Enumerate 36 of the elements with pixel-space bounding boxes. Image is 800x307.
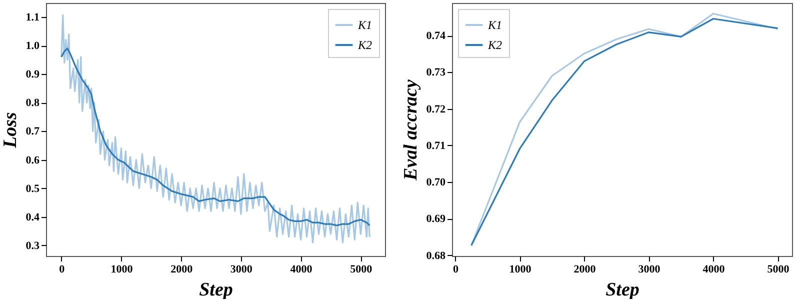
x-tick-label: 0 <box>452 264 459 276</box>
x-tick-label: 2000 <box>170 264 194 276</box>
y-tick-label: 0.9 <box>26 68 40 81</box>
x-tick-label: 3000 <box>638 264 661 276</box>
y-tick-label: 0.72 <box>426 103 446 116</box>
x-tick-label: 5000 <box>767 264 790 276</box>
legend-label: K2 <box>357 38 372 52</box>
x-tick-label: 0 <box>59 264 66 276</box>
y-tick-label: 0.68 <box>426 250 446 262</box>
y-tick-label: 0.4 <box>26 211 40 224</box>
y-tick-label: 0.69 <box>426 213 446 226</box>
y-tick-label: 0.70 <box>426 176 446 189</box>
legend-label: K1 <box>487 18 502 32</box>
x-tick-label: 5000 <box>350 264 373 276</box>
y-tick-label: 0.6 <box>26 154 40 166</box>
x-tick-label: 2000 <box>574 264 596 276</box>
x-tick-label: 1000 <box>110 264 134 276</box>
y-tick-label: 0.5 <box>26 182 40 195</box>
legend-label: K2 <box>487 38 502 52</box>
x-tick-label: 4000 <box>290 264 313 276</box>
y-tick-label: 0.7 <box>26 126 40 138</box>
y-axis-title: Eval accracy <box>400 79 422 182</box>
y-tick-label: 0.74 <box>426 30 446 42</box>
x-tick-label: 3000 <box>230 264 253 276</box>
y-tick-label: 0.73 <box>426 66 446 79</box>
y-tick-label: 1.1 <box>26 11 40 24</box>
legend-label: K1 <box>357 18 372 32</box>
y-axis-title: Loss <box>0 112 21 149</box>
y-tick-label: 1.0 <box>26 40 40 52</box>
line-series <box>60 14 370 244</box>
line-series <box>60 48 370 226</box>
x-tick-label: 4000 <box>702 264 726 276</box>
y-tick-label: 0.8 <box>26 97 40 110</box>
y-tick-label: 0.3 <box>26 240 40 252</box>
x-tick-label: 1000 <box>509 264 532 276</box>
y-tick-label: 0.71 <box>426 140 446 152</box>
